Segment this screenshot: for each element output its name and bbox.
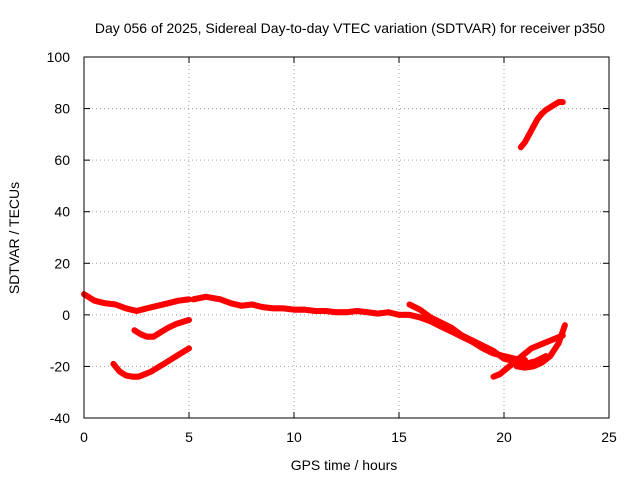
plot-frame — [83, 56, 610, 419]
series-line-track-6 — [490, 332, 566, 380]
axis-ticks — [83, 56, 610, 419]
y-tick-label: 40 — [54, 204, 70, 220]
x-tick-labels: 0 5 10 15 20 25 — [80, 429, 617, 445]
x-tick-label: 25 — [601, 429, 617, 445]
series-line-track-7 — [513, 322, 568, 371]
series-line-track-2 — [131, 317, 192, 340]
y-tick-label: 20 — [54, 255, 70, 271]
series-line-track-1 — [81, 291, 192, 314]
series-jitter-track-3 — [112, 345, 190, 376]
series-jitter-track-5 — [408, 301, 547, 363]
series-jitter-track-6 — [492, 332, 564, 376]
series-jitter-track-4 — [192, 293, 526, 359]
series-line-track-4 — [190, 293, 528, 363]
series-line-track-5 — [406, 301, 549, 367]
y-axis-label: SDTVAR / TECUs — [6, 182, 22, 294]
series-line-track-3 — [110, 345, 192, 380]
x-tick-label: 15 — [391, 429, 407, 445]
series-jitter-track-7 — [515, 322, 566, 367]
x-tick-label: 5 — [185, 429, 193, 445]
series-jitter-track-1 — [83, 291, 190, 310]
chart-title: Day 056 of 2025, Sidereal Day-to-day VTE… — [95, 20, 605, 36]
series-jitter-track-8 — [519, 99, 564, 147]
y-tick-label: 100 — [47, 49, 71, 65]
series-jitter-track-2 — [133, 317, 190, 336]
x-axis-label: GPS time / hours — [291, 457, 398, 473]
y-tick-label: -40 — [50, 410, 70, 426]
y-tick-label: 0 — [62, 307, 70, 323]
y-tick-label: 80 — [54, 101, 70, 117]
y-tick-label: 60 — [54, 152, 70, 168]
y-tick-labels: -40 -20 0 20 40 60 80 100 — [47, 49, 71, 426]
y-tick-label: -20 — [50, 358, 70, 374]
data-series-group — [81, 99, 568, 380]
x-tick-label: 10 — [286, 429, 302, 445]
x-tick-label: 20 — [496, 429, 512, 445]
x-tick-label: 0 — [80, 429, 88, 445]
